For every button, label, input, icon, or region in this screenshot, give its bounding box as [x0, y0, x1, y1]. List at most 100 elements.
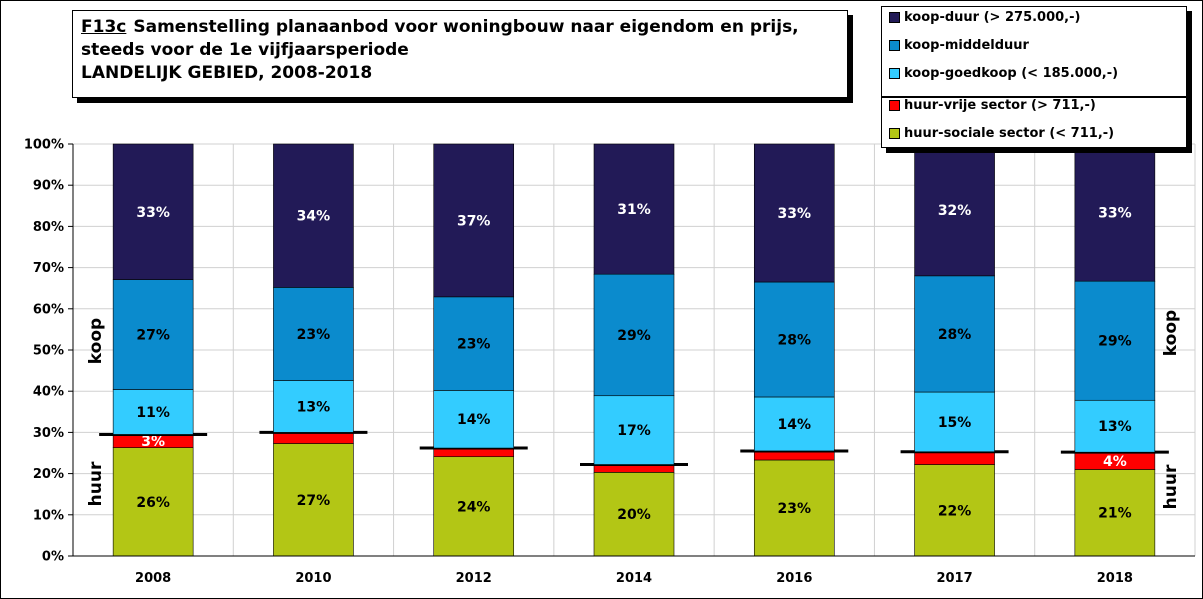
data-label: 11%: [136, 405, 170, 421]
y-tick-label: 30%: [33, 426, 64, 441]
data-label: 26%: [136, 495, 170, 511]
bar-segment: [753, 281, 835, 398]
bar-segment: [753, 143, 835, 283]
y-tick-label: 90%: [33, 179, 64, 194]
data-label: 17%: [617, 423, 651, 439]
chart-code: F13c: [81, 17, 127, 37]
bar-segment: [1074, 399, 1156, 453]
bar-segment: [433, 456, 515, 557]
x-tick-label: 2012: [456, 571, 492, 586]
legend-label: huur-vrije sector (> 711,-): [904, 97, 1096, 113]
chart-title-box: F13c Samenstelling planaanbod voor woning…: [72, 10, 848, 98]
legend-swatch: [889, 127, 900, 139]
data-label: 29%: [617, 328, 651, 344]
x-tick-label: 2008: [135, 571, 171, 586]
bar-segment: [273, 287, 354, 381]
y-tick-label: 20%: [33, 467, 64, 482]
data-label: 28%: [778, 332, 812, 348]
side-label-huur-left: huur: [86, 461, 106, 506]
data-label: 32%: [938, 203, 972, 219]
data-label: 29%: [1098, 334, 1132, 350]
bar-segment: [593, 395, 675, 465]
y-tick-label: 80%: [33, 220, 64, 235]
data-label: 4%: [1103, 454, 1127, 470]
bar-segment: [273, 143, 354, 288]
bar-segment: [593, 273, 675, 397]
legend-divider: [882, 96, 1186, 98]
data-label: 31%: [617, 202, 651, 218]
chart-region-period: LANDELIJK GEBIED, 2008-2018: [81, 63, 373, 83]
data-label: 33%: [778, 206, 812, 222]
data-label: 27%: [136, 328, 170, 344]
data-label: 24%: [457, 499, 491, 515]
axis-layer: 0% 10% 20% 30% 40% 50% 60% 70% 80% 90% 100% 2008 201…: [24, 138, 1195, 586]
y-tick-label: 0%: [42, 550, 64, 565]
chart-title: Samenstelling planaanbod voor woningbouw…: [133, 17, 799, 37]
legend-swatch: [889, 99, 900, 111]
bar-segment: [433, 390, 515, 449]
data-label: 23%: [778, 501, 812, 517]
legend-item: huur-vrije sector (> 711,-): [889, 95, 1096, 115]
side-label-koop-left: koop: [86, 318, 106, 364]
bar-segment: [112, 447, 194, 557]
data-label: 14%: [457, 412, 491, 428]
bar-segment: [433, 296, 515, 391]
data-label: 15%: [938, 415, 972, 431]
bar-segment: [433, 143, 515, 298]
y-tick-label: 100%: [24, 138, 64, 153]
data-label: 37%: [457, 213, 491, 229]
data-label: 22%: [938, 503, 972, 519]
data-label: 23%: [297, 327, 331, 343]
x-tick-label: 2017: [936, 571, 972, 586]
bar-segment: [112, 389, 194, 435]
bar-segment: [914, 391, 995, 453]
data-label: 20%: [617, 507, 651, 523]
data-label: 13%: [297, 399, 331, 415]
y-tick-label: 50%: [33, 344, 64, 359]
legend-label: huur-sociale sector (< 711,-): [904, 125, 1115, 141]
bar-segment: [753, 459, 835, 557]
y-tick-label: 10%: [33, 508, 64, 523]
legend-swatch: [889, 39, 900, 51]
x-tick-label: 2018: [1097, 571, 1133, 586]
bar-segment: [593, 143, 675, 275]
bar-segment: [112, 143, 194, 280]
y-tick-label: 40%: [33, 385, 64, 400]
legend-label: koop-goedkoop (< 185.000,-): [904, 65, 1119, 81]
legend-item: koop-goedkoop (< 185.000,-): [889, 63, 1118, 83]
legend-item: koop-duur (> 275.000,-): [889, 7, 1080, 27]
data-label: 27%: [297, 493, 331, 509]
bar-segment: [273, 380, 354, 433]
data-label: 28%: [938, 327, 972, 343]
data-label: 3%: [141, 434, 165, 450]
data-label: 33%: [136, 205, 170, 221]
x-tick-label: 2016: [776, 571, 812, 586]
bar-segment: [914, 143, 995, 277]
chart-subtitle: steeds voor de 1e vijfjaarsperiode: [81, 40, 409, 60]
x-tick-label: 2010: [295, 571, 331, 586]
legend-item: huur-sociale sector (< 711,-): [889, 123, 1114, 143]
bar-segment: [1074, 280, 1156, 401]
legend-swatch: [889, 11, 900, 23]
data-label: 21%: [1098, 506, 1132, 522]
legend-label: koop-duur (> 275.000,-): [904, 9, 1081, 25]
legend-label: koop-middelduur: [904, 37, 1029, 53]
y-tick-label: 60%: [33, 302, 64, 317]
bar-segment: [273, 432, 354, 444]
legend: koop-duur (> 275.000,-) koop-middelduur ko…: [881, 6, 1187, 148]
bar-segment: [593, 472, 675, 557]
x-tick-label: 2014: [616, 571, 652, 586]
side-label-huur-right: huur: [1161, 464, 1181, 509]
side-label-koop-right: koop: [1161, 310, 1181, 356]
y-tick-label: 70%: [33, 261, 64, 276]
data-label: 14%: [778, 417, 812, 433]
chart-title-line-1: F13c Samenstelling planaanbod voor woning…: [81, 16, 839, 39]
data-label: 34%: [297, 209, 331, 225]
legend-item: koop-middelduur: [889, 35, 1029, 55]
data-label: 33%: [1098, 206, 1132, 222]
bar-segment: [112, 279, 194, 390]
legend-swatch: [889, 67, 900, 79]
bar-segment: [914, 451, 995, 465]
data-label: 13%: [1098, 419, 1132, 435]
